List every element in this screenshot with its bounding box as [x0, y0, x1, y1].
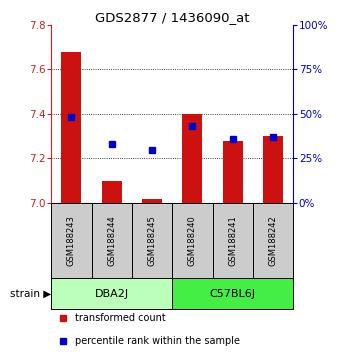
- Bar: [91, 203, 132, 279]
- Bar: [132, 203, 172, 279]
- Title: GDS2877 / 1436090_at: GDS2877 / 1436090_at: [95, 11, 250, 24]
- Bar: [51, 203, 91, 279]
- Bar: [172, 203, 212, 279]
- Bar: [253, 203, 293, 279]
- Bar: [142, 199, 162, 203]
- Text: GSM188245: GSM188245: [148, 215, 157, 266]
- Bar: [223, 141, 243, 203]
- Text: GSM188242: GSM188242: [269, 215, 278, 266]
- Text: GSM188241: GSM188241: [228, 215, 237, 266]
- Text: GSM188244: GSM188244: [107, 215, 116, 266]
- Text: GSM188240: GSM188240: [188, 215, 197, 266]
- Bar: [212, 203, 253, 279]
- Bar: [182, 114, 203, 203]
- Text: percentile rank within the sample: percentile rank within the sample: [75, 336, 240, 347]
- Text: C57BL6J: C57BL6J: [210, 289, 256, 299]
- Bar: [51, 279, 172, 309]
- Bar: [263, 136, 283, 203]
- Bar: [61, 52, 81, 203]
- Bar: [102, 181, 122, 203]
- Text: DBA2J: DBA2J: [94, 289, 129, 299]
- Text: GSM188243: GSM188243: [67, 215, 76, 266]
- Bar: [172, 279, 293, 309]
- Text: transformed count: transformed count: [75, 313, 166, 323]
- Text: strain ▶: strain ▶: [10, 289, 51, 299]
